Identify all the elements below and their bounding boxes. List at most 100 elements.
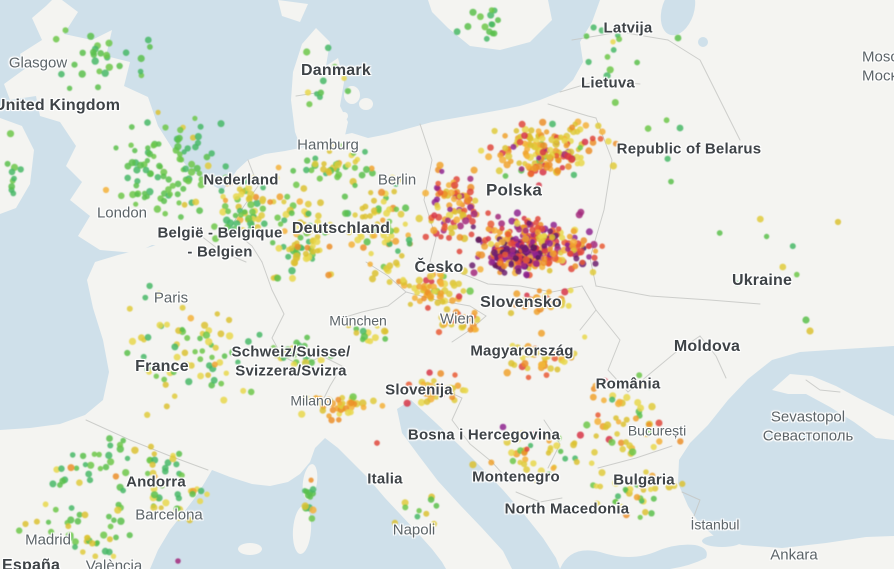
sensor-dot[interactable] — [335, 396, 342, 403]
sensor-dot[interactable] — [392, 259, 400, 267]
sensor-dots-layer[interactable] — [4, 7, 842, 564]
sensor-dot[interactable] — [133, 182, 140, 189]
sensor-dot[interactable] — [91, 57, 99, 65]
sensor-dot[interactable] — [285, 253, 292, 260]
sensor-dot[interactable] — [92, 553, 99, 560]
sensor-dot[interactable] — [142, 294, 149, 301]
sensor-dot[interactable] — [604, 54, 611, 60]
sensor-dot[interactable] — [205, 372, 212, 378]
sensor-dot[interactable] — [601, 377, 609, 386]
sensor-dot[interactable] — [124, 349, 131, 357]
sensor-dot[interactable] — [516, 160, 522, 166]
sensor-dot[interactable] — [371, 197, 377, 204]
sensor-dot[interactable] — [431, 212, 438, 219]
sensor-dot[interactable] — [218, 380, 225, 387]
sensor-dot[interactable] — [147, 44, 153, 50]
sensor-dot[interactable] — [416, 508, 422, 514]
sensor-dot[interactable] — [679, 480, 686, 487]
sensor-dot[interactable] — [312, 155, 319, 162]
sensor-dot[interactable] — [529, 239, 536, 245]
sensor-dot[interactable] — [238, 227, 245, 234]
sensor-dot[interactable] — [562, 455, 569, 462]
sensor-dot[interactable] — [181, 349, 189, 357]
sensor-dot[interactable] — [430, 520, 438, 528]
sensor-dot[interactable] — [613, 415, 619, 421]
sensor-dot[interactable] — [190, 134, 197, 141]
sensor-dot[interactable] — [663, 117, 670, 124]
sensor-dot[interactable] — [538, 361, 545, 369]
sensor-dot[interactable] — [174, 180, 182, 188]
sensor-dot[interactable] — [494, 242, 501, 248]
sensor-dot[interactable] — [541, 247, 549, 254]
sensor-dot[interactable] — [521, 132, 528, 140]
sensor-dot[interactable] — [676, 124, 684, 132]
sensor-dot[interactable] — [386, 279, 393, 285]
sensor-dot[interactable] — [520, 297, 527, 304]
sensor-dot[interactable] — [253, 199, 261, 207]
sensor-dot[interactable] — [612, 479, 620, 487]
sensor-dot[interactable] — [178, 156, 185, 163]
sensor-dot[interactable] — [342, 209, 349, 217]
sensor-dot[interactable] — [456, 193, 463, 199]
sensor-dot[interactable] — [424, 389, 432, 397]
sensor-dot[interactable] — [427, 272, 435, 280]
sensor-dot[interactable] — [288, 267, 296, 275]
sensor-dot[interactable] — [406, 240, 413, 247]
sensor-dot[interactable] — [128, 142, 134, 148]
sensor-dot[interactable] — [222, 174, 230, 182]
sensor-dot[interactable] — [545, 260, 552, 267]
sensor-dot[interactable] — [575, 211, 583, 219]
sensor-dot[interactable] — [86, 477, 94, 484]
sensor-dot[interactable] — [160, 173, 167, 180]
sensor-dot[interactable] — [435, 180, 442, 187]
sensor-dot[interactable] — [522, 456, 529, 463]
sensor-dot[interactable] — [619, 446, 626, 453]
sensor-dot[interactable] — [450, 385, 457, 391]
sensor-dot[interactable] — [439, 298, 446, 305]
sensor-dot[interactable] — [590, 24, 597, 31]
sensor-dot[interactable] — [165, 186, 172, 193]
sensor-dot[interactable] — [188, 362, 195, 369]
sensor-dot[interactable] — [367, 261, 373, 267]
sensor-dot[interactable] — [114, 506, 122, 514]
sensor-dot[interactable] — [403, 399, 411, 407]
sensor-dot[interactable] — [497, 260, 503, 266]
sensor-dot[interactable] — [71, 538, 79, 546]
sensor-dot[interactable] — [416, 283, 423, 290]
sensor-dot[interactable] — [437, 189, 444, 196]
sensor-dot[interactable] — [543, 372, 550, 378]
sensor-dot[interactable] — [365, 227, 372, 235]
sensor-dot[interactable] — [308, 477, 314, 483]
sensor-dot[interactable] — [370, 397, 377, 405]
sensor-dot[interactable] — [194, 133, 202, 141]
sensor-dot[interactable] — [261, 220, 268, 227]
sensor-dot[interactable] — [162, 124, 169, 131]
sensor-dot[interactable] — [438, 313, 446, 321]
sensor-dot[interactable] — [225, 332, 234, 340]
sensor-dot[interactable] — [289, 274, 296, 282]
sensor-dot[interactable] — [589, 135, 596, 142]
sensor-dot[interactable] — [126, 305, 133, 312]
sensor-dot[interactable] — [57, 482, 63, 488]
sensor-dot[interactable] — [531, 431, 539, 439]
sensor-dot[interactable] — [527, 170, 535, 177]
sensor-dot[interactable] — [565, 163, 572, 170]
sensor-dot[interactable] — [452, 308, 460, 316]
sensor-dot[interactable] — [362, 148, 368, 155]
sensor-dot[interactable] — [222, 197, 229, 203]
sensor-dot[interactable] — [378, 188, 386, 196]
sensor-dot[interactable] — [553, 152, 560, 159]
sensor-dot[interactable] — [573, 459, 580, 465]
sensor-dot[interactable] — [626, 485, 634, 493]
sensor-dot[interactable] — [371, 270, 379, 277]
sensor-dot[interactable] — [512, 255, 519, 262]
sensor-dot[interactable] — [284, 193, 291, 200]
sensor-dot[interactable] — [434, 299, 441, 306]
sensor-dot[interactable] — [74, 518, 82, 525]
sensor-dot[interactable] — [374, 221, 381, 227]
sensor-dot[interactable] — [549, 120, 556, 128]
sensor-dot[interactable] — [578, 154, 584, 161]
sensor-dot[interactable] — [302, 250, 309, 257]
sensor-dot[interactable] — [120, 487, 126, 494]
sensor-dot[interactable] — [334, 161, 342, 169]
